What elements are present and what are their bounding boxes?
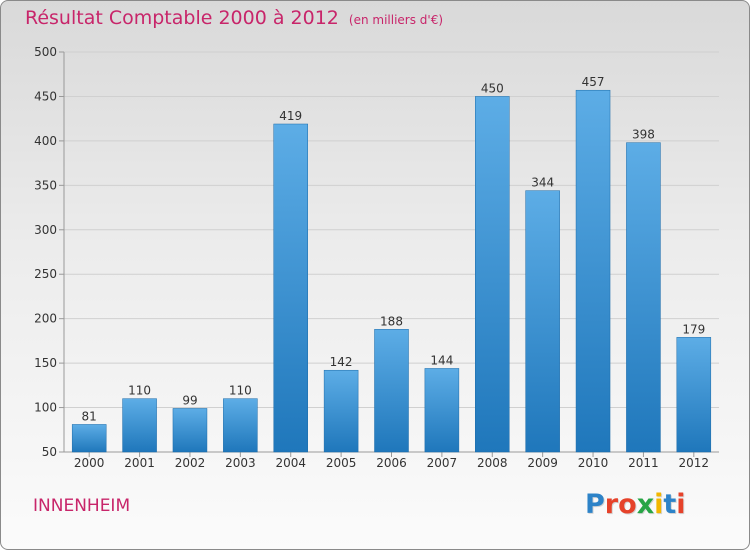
bar-2008 <box>475 96 510 453</box>
x-tick-label-2008: 2008 <box>477 456 508 470</box>
x-tick-label-2003: 2003 <box>225 456 256 470</box>
x-tick-label-2009: 2009 <box>527 456 558 470</box>
logo-letter: t <box>663 489 677 520</box>
bar-2005 <box>323 369 359 453</box>
logo-letter: i <box>654 489 664 520</box>
logo-letter: i <box>676 489 686 520</box>
data-label-2012: 179 <box>682 322 705 336</box>
y-tick-label: 250 <box>34 267 57 281</box>
data-label-2006: 188 <box>380 314 403 328</box>
y-tick-label: 350 <box>34 178 57 192</box>
chart-title-text: Résultat Comptable 2000 à 2012 <box>25 7 339 29</box>
data-label-2009: 344 <box>531 176 554 190</box>
bar-2012 <box>676 337 712 453</box>
x-tick-label-2012: 2012 <box>679 456 710 470</box>
y-tick-label: 300 <box>34 223 57 237</box>
data-label-2008: 450 <box>481 81 504 95</box>
chart-subtitle: (en milliers d'€) <box>348 13 444 27</box>
logo-letter: o <box>618 489 637 520</box>
data-label-2002: 99 <box>182 393 197 407</box>
x-tick-label-2000: 2000 <box>74 456 105 470</box>
bar-2009 <box>525 190 560 453</box>
x-tick-label-2006: 2006 <box>376 456 407 470</box>
bar-2010 <box>575 89 611 453</box>
y-tick-label: 400 <box>34 134 57 148</box>
y-tick-label: 150 <box>34 356 57 370</box>
x-tick-label-2011: 2011 <box>628 456 659 470</box>
y-tick-label: 100 <box>34 401 57 415</box>
bar-2006 <box>374 329 409 453</box>
data-label-2007: 144 <box>430 353 453 367</box>
x-tick-label-2005: 2005 <box>326 456 357 470</box>
data-label-2000: 81 <box>82 409 97 423</box>
bar-2000 <box>71 424 107 453</box>
data-label-2011: 398 <box>632 128 655 142</box>
x-tick-label-2002: 2002 <box>175 456 206 470</box>
data-label-2001: 110 <box>128 384 151 398</box>
bar-2002 <box>172 408 208 453</box>
chart-title: Résultat Comptable 2000 à 2012 (en millie… <box>25 7 443 29</box>
proxiti-logo[interactable]: Proxiti <box>585 489 686 520</box>
bar-2004 <box>273 123 308 453</box>
y-tick-label: 200 <box>34 312 57 326</box>
x-tick-label-2004: 2004 <box>275 456 306 470</box>
data-label-2010: 457 <box>582 75 605 89</box>
x-tick-label-2010: 2010 <box>578 456 609 470</box>
y-tick-label: 450 <box>34 89 57 103</box>
logo-letter: x <box>636 489 655 520</box>
data-label-2003: 110 <box>229 384 252 398</box>
y-tick-label: 500 <box>34 45 57 59</box>
data-label-2004: 419 <box>279 109 302 123</box>
bars <box>71 89 712 453</box>
logo-letter: P <box>585 489 605 520</box>
bar-2011 <box>626 142 661 453</box>
bar-2007 <box>424 368 460 453</box>
commune-name: INNENHEIM <box>33 496 131 516</box>
y-tick-label: 50 <box>42 445 57 459</box>
logo-letter: r <box>604 489 619 520</box>
data-label-2005: 142 <box>330 355 353 369</box>
x-tick-label-2001: 2001 <box>124 456 155 470</box>
x-tick-label-2007: 2007 <box>427 456 458 470</box>
labels: 50 100 150 200 250 300 350 400 450 500 81 2000 110 20… <box>34 45 709 470</box>
bar-2003 <box>223 398 258 453</box>
bar-2001 <box>122 398 157 453</box>
